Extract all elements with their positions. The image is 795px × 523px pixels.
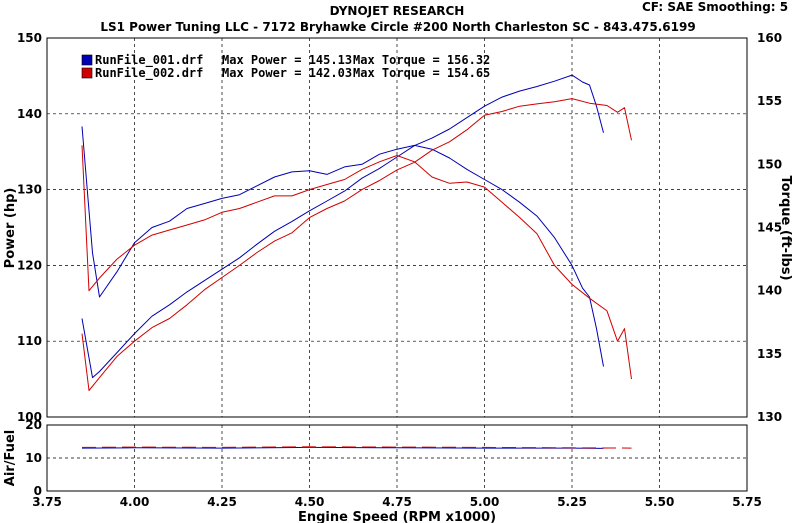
y-axis-left-label: Power (hp) [3,188,18,269]
y-right-tick-label: 160 [757,31,782,45]
y-right-tick-label: 150 [757,157,782,171]
series-line-runfile-002-torque [81,145,632,380]
air-fuel-gridlines [47,425,747,491]
x-tick-label: 5.50 [645,495,675,509]
x-tick-label: 4.25 [207,495,237,509]
x-tick-label: 5.25 [557,495,587,509]
chart-title: DYNOJET RESEARCH [330,4,465,18]
legend-max-torque: Max Torque = 156.32 [353,53,490,67]
y-left-tick-label: 120 [17,258,42,272]
x-tick-label: 3.75 [32,495,62,509]
y-right-tick-label: 140 [757,284,782,298]
air-fuel-axis-label: Air/Fuel [3,430,18,486]
y-right-tick-label: 145 [757,221,782,235]
legend-max-power: Max Power = 142.03 [222,66,352,80]
chart-subtitle: LS1 Power Tuning LLC - 7172 Bryhawke Cir… [100,20,695,34]
air-fuel-tick-label: 0 [34,484,42,498]
legend-file-name: RunFile_001.drf [95,53,203,68]
main-gridlines [47,38,747,417]
x-tick-label: 4.75 [382,495,412,509]
y-right-tick-label: 135 [757,347,782,361]
series-line-runfile-001-power [81,74,604,379]
y-left-tick-label: 100 [17,410,42,424]
legend-file-name: RunFile_002.drf [95,66,203,81]
air-fuel-tick-label: 10 [25,451,42,465]
legend: RunFile_001.drf Max Power = 145.13 Max Tor… [81,53,490,81]
y-right-tick-label: 130 [757,410,782,424]
series-line-runfile-002-power [81,98,632,391]
y-axis-right-label: Torque (ft-lbs) [778,175,793,280]
y-left-tick-label: 150 [17,31,42,45]
tick-labels: 3.75 4.00 4.25 4.50 4.75 5.00 5.25 5.50 5.751001… [17,31,782,509]
data-lines [81,74,632,449]
x-tick-label: 5.75 [732,495,762,509]
x-tick-label: 5.00 [470,495,500,509]
legend-swatch [81,54,93,66]
legend-max-torque: Max Torque = 154.65 [353,66,490,80]
y-right-tick-label: 155 [757,94,782,108]
series-line-runfile-001-torque [81,126,604,367]
x-axis-label: Engine Speed (RPM x1000) [298,510,496,523]
air-fuel-line-runfile-002 [81,446,632,449]
y-left-tick-label: 130 [17,183,42,197]
y-left-tick-label: 140 [17,107,42,121]
air-fuel-line-runfile-001 [81,446,604,449]
legend-max-power: Max Power = 145.13 [222,53,352,67]
y-left-tick-label: 110 [17,334,42,348]
correction-smoothing-label: CF: SAE Smoothing: 5 [642,0,788,14]
legend-swatch [81,67,93,79]
x-tick-label: 4.50 [295,495,325,509]
x-tick-label: 4.00 [120,495,150,509]
air-fuel-tick-label: 20 [25,418,42,432]
